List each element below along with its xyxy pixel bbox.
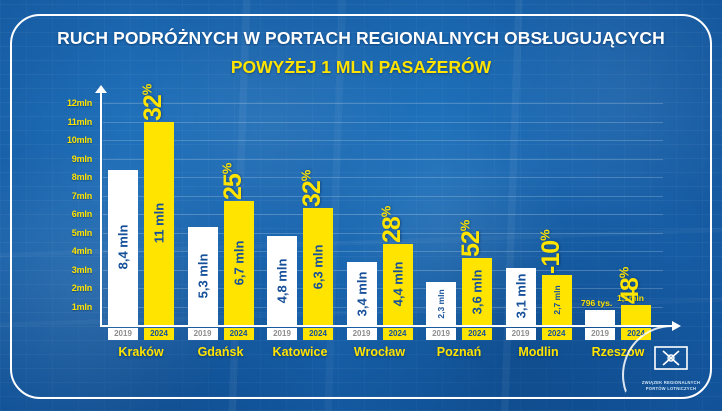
bar-value-label: 6,7 mln: [231, 240, 246, 286]
y-axis-tick-label: 5mln: [71, 227, 92, 238]
bar-rzeszów-2024[interactable]: [621, 304, 651, 325]
y-axis-tick-label: 12mln: [66, 98, 92, 108]
year-badge-2019: 2019: [426, 328, 456, 340]
category-label-poznań: Poznań: [436, 345, 482, 359]
bar-gdańsk-2024[interactable]: 6,7 mln: [223, 201, 254, 325]
y-axis-tick-label: 3mln: [71, 264, 92, 275]
category-label-modlin: Modlin: [518, 345, 559, 359]
y-axis-tick-label: 1mln: [71, 301, 92, 312]
y-axis-tick-label: 2mln: [71, 283, 92, 293]
x-axis-arrow-icon: [672, 321, 681, 331]
y-axis-tick-label: 11mln: [67, 116, 92, 127]
growth-percent-modlin: -10%: [536, 229, 565, 275]
bar-wrocław-2019[interactable]: 3,4 mln: [346, 262, 377, 325]
gridline: [103, 140, 663, 141]
bar-katowice-2019[interactable]: 4,8 mln: [267, 236, 297, 325]
growth-percent-rzeszów: 48%: [616, 266, 644, 304]
y-axis-tick-label: 7mln: [71, 190, 92, 201]
logo-emblem-icon: [654, 345, 688, 371]
category-label-wrocław: Wrocław: [353, 345, 406, 359]
bar-value-label: 2,3 mln: [436, 289, 446, 319]
year-badge-2024: 2024: [303, 328, 333, 340]
bar-kraków-2024[interactable]: 11 mln: [144, 121, 174, 325]
logo-caption-line1: ZWIĄZEK REGIONALNYCH: [641, 380, 701, 386]
category-label-kraków: Kraków: [118, 345, 164, 359]
bar-value-label: 11 mln: [151, 203, 167, 244]
gridline: [103, 121, 663, 123]
gridline: [103, 214, 663, 215]
growth-percent-katowice: 32%: [298, 170, 326, 208]
year-badge-2024: 2024: [462, 328, 492, 340]
y-axis-tick-label: 6mln: [71, 209, 92, 219]
year-badge-2019: 2019: [346, 328, 377, 340]
bar-modlin-2019[interactable]: 3,1 mln: [505, 267, 536, 325]
gridline: [103, 195, 663, 197]
x-axis-line: [100, 325, 672, 327]
category-label-gdańsk: Gdańsk: [197, 345, 244, 359]
logo-caption-line2: PORTÓW LOTNICZYCH: [645, 385, 697, 391]
year-badge-2019: 2019: [267, 328, 297, 340]
gridline: [103, 103, 663, 104]
gridline: [103, 232, 663, 234]
bar-value-label: 3,6 mln: [469, 269, 485, 315]
gridline: [103, 158, 663, 160]
y-axis-arrow-icon: [95, 85, 107, 93]
year-badge-2024: 2024: [144, 328, 174, 340]
organization-logo: ZWIĄZEK REGIONALNYCH PORTÓW LOTNICZYCH: [622, 321, 714, 405]
bar-wrocław-2024[interactable]: 4,4 mln: [382, 243, 413, 325]
page-title: RUCH PODRÓŻNYCH W PORTACH REGIONALNYCH O…: [57, 28, 665, 48]
year-badge-2019: 2019: [505, 328, 536, 340]
y-axis-tick-label: 9mln: [71, 153, 92, 164]
bar-poznań-2019[interactable]: 2,3 mln: [426, 282, 456, 325]
bar-gdańsk-2019[interactable]: 5,3 mln: [187, 226, 218, 325]
year-badge-2024: 2024: [541, 328, 572, 340]
title-block: RUCH PODRÓŻNYCH W PORTACH REGIONALNYCH O…: [0, 28, 722, 78]
growth-percent-gdańsk: 25%: [218, 162, 247, 201]
bar-value-label: 3,4 mln: [354, 271, 369, 316]
page-subtitle: POWYŻEJ 1 MLN PASAŻERÓW: [230, 57, 492, 77]
bar-value-label: 796 tys.: [581, 298, 613, 309]
bar-value-label: 1,1mln: [617, 292, 644, 303]
bar-kraków-2019[interactable]: 8,4 mln: [108, 169, 138, 325]
logo-caption: ZWIĄZEK REGIONALNYCH PORTÓW LOTNICZYCH: [628, 380, 714, 391]
growth-percent-wrocław: 28%: [377, 205, 406, 243]
bar-value-label: 4,4 mln: [390, 261, 405, 307]
year-badge-2019: 2019: [108, 328, 138, 340]
growth-percent-kraków: 32%: [139, 83, 167, 121]
y-axis-tick-label: 4mln: [71, 246, 92, 256]
gridline: [103, 177, 663, 178]
growth-percent-poznań: 52%: [457, 220, 485, 258]
bar-poznań-2024[interactable]: 3,6 mln: [462, 258, 492, 325]
y-axis-tick-label: 10mln: [66, 135, 92, 145]
y-axis-tick-label: 8mln: [71, 172, 92, 182]
bar-value-label: 6,3 mln: [310, 244, 326, 290]
bar-value-label: 8,4 mln: [115, 224, 131, 270]
y-axis-line: [100, 93, 102, 327]
bar-value-label: 2,7 mln: [551, 285, 562, 315]
bar-modlin-2024[interactable]: 2,7 mln: [541, 275, 572, 325]
bar-rzeszów-2019[interactable]: [585, 310, 615, 325]
year-badge-2019: 2019: [585, 328, 615, 340]
bar-value-label: 5,3 mln: [195, 253, 210, 299]
year-badge-2019: 2019: [187, 328, 218, 340]
bar-value-label: 3,1 mln: [513, 273, 528, 319]
year-badge-2024: 2024: [223, 328, 254, 340]
year-badge-2024: 2024: [382, 328, 413, 340]
category-label-katowice: Katowice: [272, 345, 328, 359]
bar-katowice-2024[interactable]: 6,3 mln: [303, 208, 333, 325]
bar-value-label: 4,8 mln: [274, 258, 290, 303]
